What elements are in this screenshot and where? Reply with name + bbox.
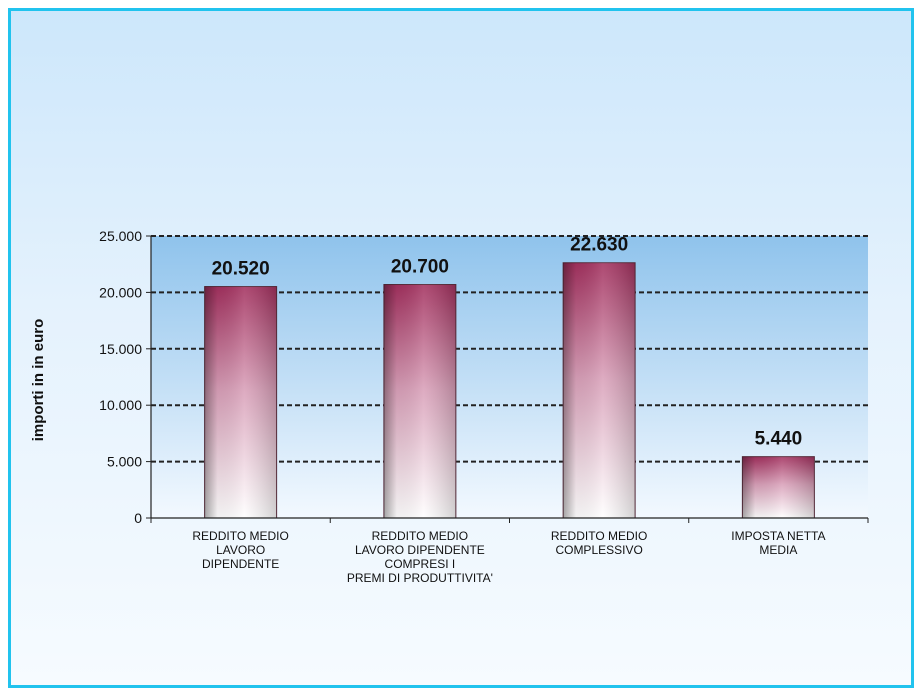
- x-tick-label: LAVORO DIPENDENTE: [355, 543, 485, 557]
- y-tick-label: 10.000: [99, 397, 142, 413]
- y-tick-label: 20.000: [99, 284, 142, 300]
- y-axis-title: importi in in euro: [30, 319, 47, 442]
- data-label: 20.520: [212, 259, 270, 280]
- x-tick-label: IMPOSTA NETTA: [731, 529, 825, 543]
- x-tick-label: REDDITO MEDIO: [192, 529, 288, 543]
- x-tick-label: COMPRESI I: [385, 557, 456, 571]
- x-tick-label: MEDIA: [759, 543, 797, 557]
- bar-shading: [204, 286, 277, 518]
- bar-shading: [742, 456, 815, 518]
- y-tick-label: 15.000: [99, 341, 142, 357]
- y-tick-label: 5.000: [107, 454, 142, 470]
- x-tick-label: REDDITO MEDIO: [372, 529, 468, 543]
- x-tick-label: LAVORO: [216, 543, 265, 557]
- data-label: 22.630: [570, 235, 628, 256]
- bar-shading: [563, 262, 636, 518]
- x-tick-label: COMPLESSIVO: [555, 543, 642, 557]
- bar-shading: [383, 284, 456, 518]
- data-label: 20.700: [391, 257, 449, 278]
- data-label: 5.440: [755, 429, 803, 450]
- y-tick-label: 25.000: [99, 228, 142, 244]
- x-tick-label: PREMI DI PRODUTTIVITA': [347, 571, 493, 585]
- y-tick-label: 0: [134, 510, 142, 526]
- x-tick-label: REDDITO MEDIO: [551, 529, 647, 543]
- x-tick-label: DIPENDENTE: [202, 557, 279, 571]
